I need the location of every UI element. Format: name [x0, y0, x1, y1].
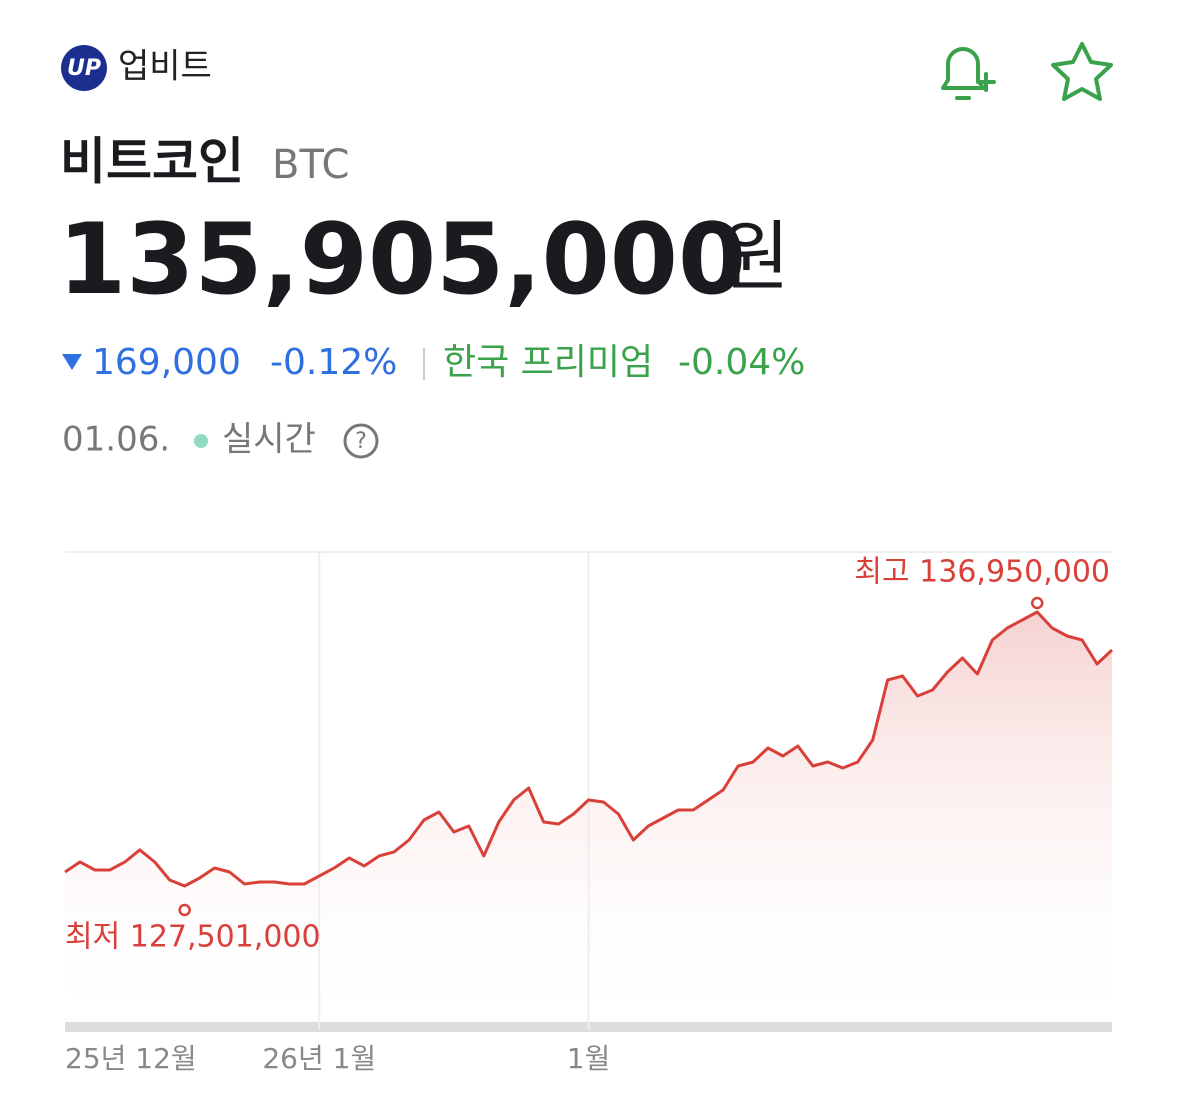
logo-mark: UP — [67, 56, 101, 81]
extreme-label: 최저 127,501,000 — [65, 919, 321, 954]
price: 135,905,000 — [58, 203, 746, 317]
coin-name: 비트코인 — [60, 133, 244, 191]
favorite-button[interactable] — [1051, 42, 1113, 101]
x-tick-label: 25년 12월 — [65, 1042, 197, 1075]
area — [65, 611, 1112, 1030]
x-tick-label: 26년 1월 — [262, 1042, 376, 1075]
extreme-marker — [178, 903, 191, 917]
down-arrow — [62, 354, 82, 370]
x-tick-label: 1월 — [567, 1042, 611, 1075]
help-mark: ? — [355, 429, 367, 454]
extreme-label: 최고 136,950,000 — [854, 554, 1110, 589]
date: 01.06. — [62, 420, 170, 460]
premium: -0.04% — [678, 342, 805, 383]
help-icon[interactable] — [343, 423, 379, 459]
price-unit: 원 — [720, 212, 790, 301]
live-dot — [194, 434, 208, 448]
realtime: 실시간 — [222, 420, 316, 460]
logo — [61, 45, 107, 91]
coin-symbol: BTC — [272, 142, 349, 188]
change-pct: -0.12% — [270, 342, 397, 383]
alert-button[interactable] — [941, 47, 996, 100]
brand: 업비트 — [118, 47, 212, 87]
change: 169,000 — [92, 342, 241, 383]
extreme-marker — [1030, 596, 1044, 610]
price-line — [64, 610, 1114, 888]
premium-label: 한국 프리미엄 — [443, 342, 653, 383]
